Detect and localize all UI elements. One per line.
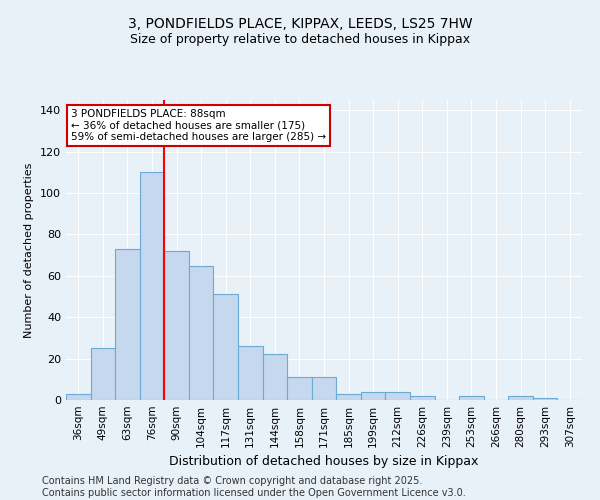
- Bar: [361, 392, 385, 400]
- Bar: [263, 354, 287, 400]
- Bar: [238, 346, 263, 400]
- Bar: [533, 398, 557, 400]
- Bar: [115, 249, 140, 400]
- Bar: [508, 396, 533, 400]
- Bar: [91, 348, 115, 400]
- Bar: [385, 392, 410, 400]
- Text: 3 PONDFIELDS PLACE: 88sqm
← 36% of detached houses are smaller (175)
59% of semi: 3 PONDFIELDS PLACE: 88sqm ← 36% of detac…: [71, 109, 326, 142]
- Bar: [164, 251, 189, 400]
- Y-axis label: Number of detached properties: Number of detached properties: [25, 162, 34, 338]
- Bar: [66, 394, 91, 400]
- Bar: [287, 377, 312, 400]
- Bar: [140, 172, 164, 400]
- Bar: [189, 266, 214, 400]
- Text: 3, PONDFIELDS PLACE, KIPPAX, LEEDS, LS25 7HW: 3, PONDFIELDS PLACE, KIPPAX, LEEDS, LS25…: [128, 18, 472, 32]
- Bar: [459, 396, 484, 400]
- Bar: [410, 396, 434, 400]
- X-axis label: Distribution of detached houses by size in Kippax: Distribution of detached houses by size …: [169, 456, 479, 468]
- Bar: [336, 394, 361, 400]
- Text: Contains HM Land Registry data © Crown copyright and database right 2025.
Contai: Contains HM Land Registry data © Crown c…: [42, 476, 466, 498]
- Text: Size of property relative to detached houses in Kippax: Size of property relative to detached ho…: [130, 32, 470, 46]
- Bar: [214, 294, 238, 400]
- Bar: [312, 377, 336, 400]
